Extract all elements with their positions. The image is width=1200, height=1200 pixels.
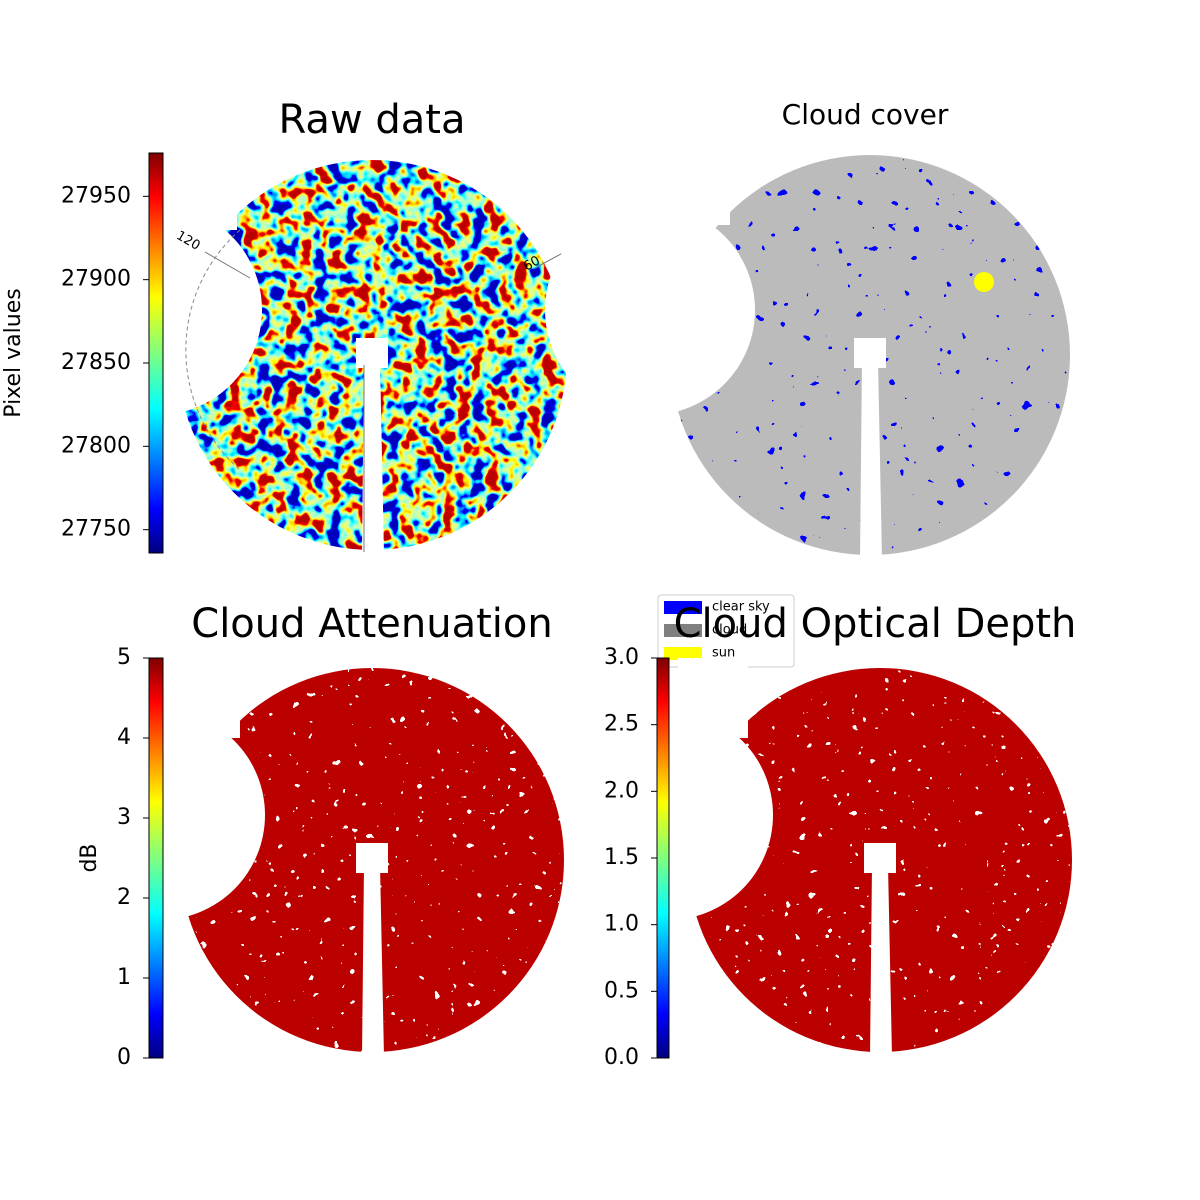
colorbar — [148, 152, 164, 554]
mask-center — [356, 843, 388, 873]
mask-center — [854, 338, 886, 368]
legend-label: sun — [712, 646, 735, 661]
mask-corner — [660, 145, 730, 225]
colorbar — [148, 657, 164, 1059]
colorbar-tick-label: 1 — [117, 965, 131, 990]
sun — [974, 272, 994, 292]
mask-wedge — [362, 360, 384, 555]
colorbar-tick-label: 3 — [117, 805, 131, 830]
colorbar-tick-label: 27900 — [61, 267, 131, 292]
colorbar-tick-label: 2.5 — [604, 712, 639, 737]
mask-wedge — [860, 360, 882, 560]
colorbar-tick-label: 0 — [117, 1045, 131, 1070]
colorbar-tick-label: 0.5 — [604, 978, 639, 1003]
angle-label: 60 — [521, 253, 543, 274]
colorbar-tick-label: 1.0 — [604, 912, 639, 937]
mask-center — [864, 843, 896, 873]
colorbar-tick-label: 27750 — [61, 517, 131, 542]
colorbar-tick-label: 2 — [117, 885, 131, 910]
legend: clear sky cloud sun — [657, 594, 795, 668]
colorbar-tick-label: 1.5 — [604, 845, 639, 870]
legend-swatch — [664, 624, 702, 637]
mask-corner — [678, 658, 748, 738]
angle-line — [204, 251, 251, 279]
colorbar — [656, 657, 670, 1059]
legend-label: cloud — [712, 623, 747, 638]
panel-title: Cloud Optical Depth — [674, 601, 1077, 647]
legend-label: clear sky — [712, 600, 770, 615]
colorbar-tick-label: 0.0 — [604, 1045, 639, 1070]
colorbar-tick-label: 27850 — [61, 350, 131, 375]
colorbar-tick-label: 5 — [117, 645, 131, 670]
colorbar-tick-label: 27950 — [61, 183, 131, 208]
elevation-circle — [185, 229, 241, 471]
colorbar-tick-label: 2.0 — [604, 778, 639, 803]
panel-title: Cloud Attenuation — [191, 601, 552, 647]
mask-center — [356, 338, 388, 368]
colorbar-label: dB — [77, 843, 102, 872]
legend-swatch — [664, 647, 702, 660]
mask-wedge — [362, 865, 384, 1057]
panel-title: Raw data — [279, 97, 466, 143]
colorbar-tick-label: 3.0 — [604, 645, 639, 670]
mask-wedge — [870, 865, 892, 1057]
colorbar-label: Pixel values — [1, 288, 26, 417]
colorbar-tick-label: 27800 — [61, 433, 131, 458]
mask-bite — [545, 205, 755, 415]
legend-swatch — [664, 601, 702, 614]
mask-corner — [170, 658, 240, 738]
mask-corner — [167, 150, 237, 230]
panel-title: Cloud cover — [782, 98, 949, 131]
colorbar-tick-label: 4 — [117, 725, 131, 750]
